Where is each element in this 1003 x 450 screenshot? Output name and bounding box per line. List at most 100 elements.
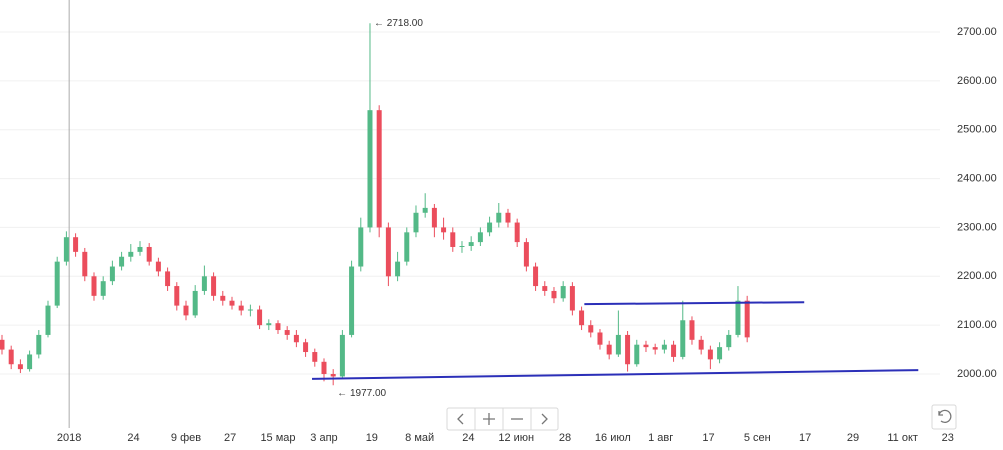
candle-body bbox=[395, 261, 401, 277]
candle-body bbox=[533, 266, 539, 287]
x-tick-label: 29 bbox=[847, 432, 859, 444]
candle-body bbox=[450, 232, 456, 247]
candle-body bbox=[128, 251, 134, 257]
x-tick-label: 17 bbox=[799, 432, 811, 444]
y-tick-label: 2100.00 bbox=[957, 319, 997, 331]
candle-body bbox=[404, 232, 410, 262]
x-tick-label: 8 май bbox=[405, 432, 434, 444]
x-tick-label: 24 bbox=[127, 432, 139, 444]
candle-body bbox=[17, 364, 23, 370]
candle-body bbox=[330, 374, 336, 377]
candle-body bbox=[625, 334, 631, 365]
zoom-in[interactable] bbox=[483, 413, 495, 425]
candle-body bbox=[155, 261, 161, 272]
candle-body bbox=[744, 300, 750, 338]
candle-body bbox=[137, 246, 143, 252]
x-tick-label: 12 июн bbox=[498, 432, 534, 444]
candle-body bbox=[275, 323, 281, 331]
x-tick-label: 19 bbox=[366, 432, 378, 444]
candle-body bbox=[220, 295, 226, 301]
scroll-left[interactable] bbox=[457, 413, 464, 425]
candle-body bbox=[367, 110, 373, 228]
candle-body bbox=[63, 237, 69, 262]
x-tick-label: 28 bbox=[559, 432, 571, 444]
candle-body bbox=[431, 207, 437, 228]
candle-body bbox=[606, 344, 612, 355]
candle-body bbox=[652, 347, 658, 350]
candle-body bbox=[201, 276, 207, 291]
candle-body bbox=[174, 286, 180, 306]
scroll-right[interactable] bbox=[541, 413, 548, 425]
x-tick-label: 2018 bbox=[57, 432, 81, 444]
candle-body bbox=[146, 246, 152, 262]
candle-body bbox=[468, 242, 474, 247]
candle-body bbox=[339, 334, 345, 377]
candle-body bbox=[312, 352, 318, 362]
x-tick-label: 15 мар bbox=[260, 432, 295, 444]
candle-body bbox=[661, 344, 667, 350]
candle-body bbox=[726, 334, 732, 348]
y-tick-label: 2500.00 bbox=[957, 124, 997, 136]
y-tick-label: 2600.00 bbox=[957, 75, 997, 87]
x-tick-label: 23 bbox=[942, 432, 954, 444]
candle-body bbox=[238, 305, 244, 311]
trend-line bbox=[584, 301, 805, 306]
candle-body bbox=[376, 110, 382, 228]
candle-body bbox=[680, 320, 686, 357]
candle-body bbox=[505, 212, 511, 223]
candle-body bbox=[45, 305, 51, 335]
candle-body bbox=[321, 361, 327, 375]
trend-line bbox=[312, 369, 919, 380]
candle-body bbox=[91, 276, 97, 296]
x-tick-label: 5 сен bbox=[744, 432, 771, 444]
candle-body bbox=[569, 286, 575, 311]
candle-body bbox=[551, 290, 557, 299]
candle-body bbox=[643, 344, 649, 348]
candle-body bbox=[27, 354, 33, 370]
price-annotation: ← 2718.00 bbox=[374, 18, 423, 29]
candle-body bbox=[413, 212, 419, 233]
candle-body bbox=[514, 222, 520, 243]
candle-body bbox=[441, 227, 447, 233]
x-tick-label: 11 окт bbox=[887, 432, 918, 444]
y-tick-label: 2200.00 bbox=[957, 270, 997, 282]
x-tick-label: 24 bbox=[462, 432, 474, 444]
candle-body bbox=[303, 342, 309, 353]
y-tick-label: 2700.00 bbox=[957, 26, 997, 38]
candle-body bbox=[266, 323, 272, 326]
y-tick-label: 2300.00 bbox=[957, 221, 997, 233]
candle-body bbox=[597, 332, 603, 345]
candle-body bbox=[698, 339, 704, 350]
candle-body bbox=[229, 300, 235, 306]
x-tick-label: 17 bbox=[702, 432, 714, 444]
candle-body bbox=[349, 266, 355, 335]
candle-body bbox=[542, 286, 548, 291]
candle-body bbox=[496, 212, 502, 223]
x-tick-label: 16 июл bbox=[595, 432, 631, 444]
candle-body bbox=[165, 271, 171, 287]
candle-body bbox=[8, 349, 14, 365]
candle-body bbox=[247, 309, 253, 311]
candle-body bbox=[735, 300, 741, 335]
candle-body bbox=[211, 276, 217, 296]
candle-body bbox=[73, 237, 79, 252]
candle-body bbox=[82, 251, 88, 277]
price-annotation: ← 1977.00 bbox=[337, 388, 386, 399]
x-tick-label: 9 фев bbox=[171, 432, 201, 444]
candle-body bbox=[487, 222, 493, 233]
candle-body bbox=[689, 320, 695, 340]
candle-body bbox=[358, 227, 364, 267]
candle-body bbox=[284, 330, 290, 335]
candle-body bbox=[579, 310, 585, 326]
zoom-controls[interactable] bbox=[446, 407, 559, 431]
candle-body bbox=[183, 305, 189, 316]
candle-body bbox=[100, 281, 106, 296]
candle-body bbox=[0, 339, 5, 350]
candle-body bbox=[634, 344, 640, 365]
candle-body bbox=[477, 232, 483, 243]
candle-body bbox=[385, 227, 391, 277]
candle-body bbox=[119, 256, 125, 267]
reset-button[interactable] bbox=[931, 404, 957, 430]
candle-body bbox=[615, 334, 621, 355]
